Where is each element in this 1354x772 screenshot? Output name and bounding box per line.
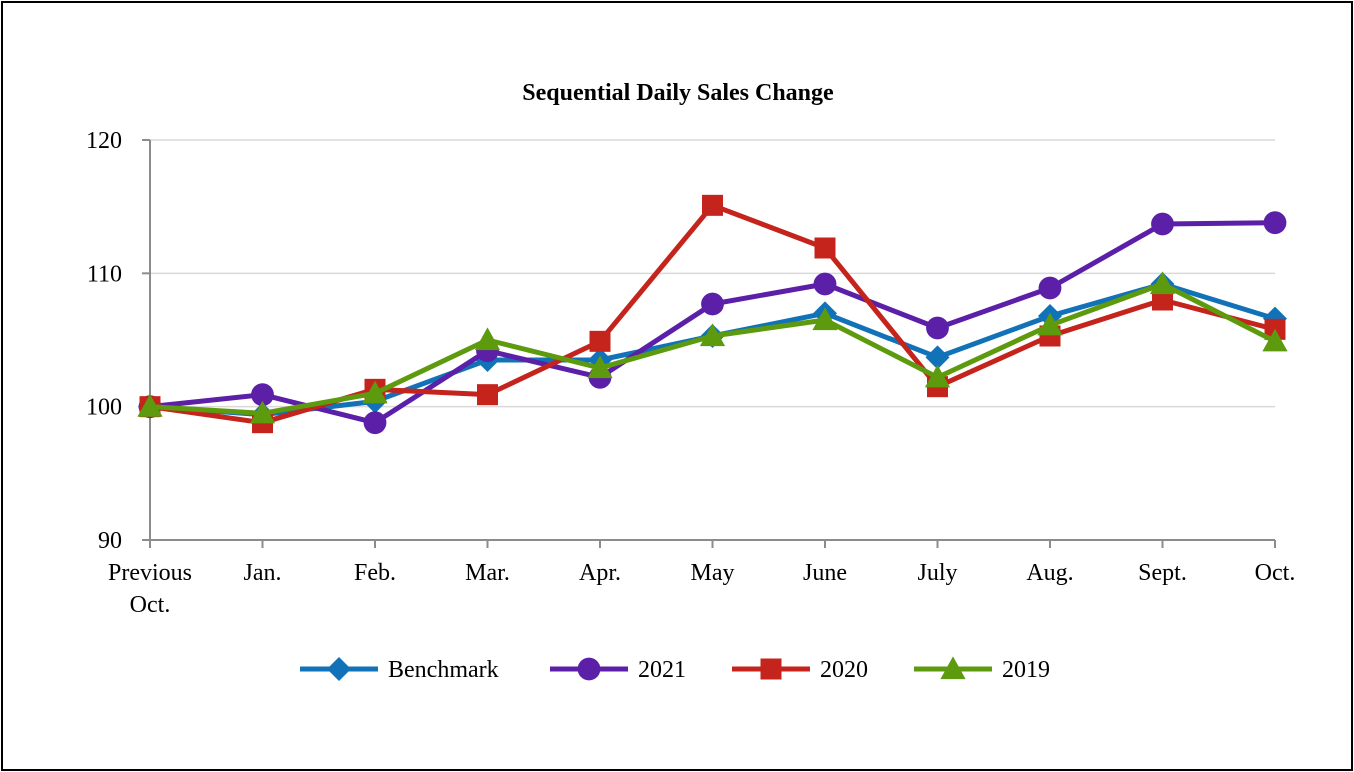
x-tick-label-line: Previous — [108, 560, 192, 586]
x-tick-label-line: Mar. — [465, 560, 510, 586]
data-point-2021 — [1038, 276, 1062, 300]
series-line-2021 — [147, 220, 1278, 426]
data-point-2021 — [251, 383, 274, 407]
y-tick-label: 90 — [98, 528, 122, 554]
series-2021 — [138, 211, 1287, 435]
x-tick-label-line: May — [691, 560, 735, 586]
y-tick-label: 100 — [86, 395, 122, 421]
legend-item-2019: 2019 — [914, 656, 1050, 683]
legend-marker-2020 — [760, 658, 782, 680]
legend-marker-2019 — [940, 656, 966, 680]
x-tick-label: May — [691, 560, 735, 586]
data-point-benchmark — [925, 345, 950, 370]
data-point-2020 — [477, 384, 498, 406]
legend-label: 2019 — [1002, 657, 1050, 683]
x-tick-label: June — [803, 560, 847, 586]
data-point-2019 — [812, 307, 838, 331]
x-tick-label-line: Oct. — [130, 592, 171, 618]
y-axis-ticks: 90 100 110 120 — [86, 128, 150, 554]
x-tick-label: Mar. — [465, 560, 510, 586]
x-tick-label-line: Apr. — [579, 560, 621, 586]
data-point-2021 — [813, 272, 837, 296]
data-point-2021 — [363, 411, 387, 435]
data-point-2019 — [362, 380, 388, 404]
data-point-2020 — [1152, 289, 1173, 311]
x-tick-label-line: Feb. — [354, 560, 396, 586]
data-point-2021 — [926, 316, 949, 340]
x-tick-label: Jan. — [244, 560, 282, 586]
data-point-2020 — [814, 237, 836, 259]
legend-label: Benchmark — [388, 657, 499, 683]
x-tick-label-line: Jan. — [244, 560, 282, 586]
legend-item-2021: 2021 — [550, 657, 686, 683]
data-point-2021 — [1263, 211, 1287, 235]
chart-title: Sequential Daily Sales Change — [522, 80, 834, 106]
x-tick-label: Feb. — [354, 560, 396, 586]
x-tick-label: Previous Oct. — [108, 560, 192, 618]
data-point-2019 — [699, 323, 726, 347]
data-point-2019 — [137, 394, 163, 417]
x-tick-label-line: Sept. — [1138, 560, 1187, 586]
x-tick-label: Oct. — [1255, 560, 1296, 586]
x-tick-label-line: Aug. — [1026, 560, 1073, 586]
data-point-2021 — [1151, 212, 1174, 236]
data-point-2019 — [1149, 271, 1176, 295]
legend-label: 2021 — [638, 657, 686, 683]
legend: Benchmark 2021 2020 2019 — [300, 656, 1050, 683]
data-point-2019 — [1037, 312, 1063, 336]
data-point-2019 — [249, 400, 276, 424]
x-tick-label-line: June — [803, 560, 847, 586]
data-point-2020 — [702, 194, 723, 216]
data-point-2019 — [924, 364, 951, 388]
legend-item-benchmark: Benchmark — [300, 657, 499, 683]
data-point-2019 — [1262, 328, 1288, 352]
data-point-2019 — [474, 327, 501, 351]
data-point-2019 — [587, 355, 613, 379]
x-tick-label-line: July — [917, 560, 957, 586]
legend-item-2020: 2020 — [732, 657, 868, 683]
x-tick-label: Apr. — [579, 560, 621, 586]
series-2019 — [137, 271, 1288, 424]
gridlines — [150, 139, 1275, 408]
x-tick-label: July — [917, 560, 957, 586]
legend-marker-benchmark — [327, 657, 351, 681]
x-axis-ticks: Previous Oct. Jan. Feb. Mar. Apr. May June July A… — [108, 540, 1295, 618]
legend-label: 2020 — [820, 657, 868, 683]
y-tick-label: 110 — [87, 261, 122, 287]
data-point-2020 — [589, 330, 611, 352]
x-tick-label-line: Oct. — [1255, 560, 1296, 586]
data-point-2021 — [701, 292, 724, 316]
y-tick-label: 120 — [86, 128, 122, 154]
x-tick-label: Sept. — [1138, 560, 1187, 586]
series-group — [137, 194, 1288, 435]
x-tick-label: Aug. — [1026, 560, 1073, 586]
legend-marker-2021 — [577, 657, 601, 681]
